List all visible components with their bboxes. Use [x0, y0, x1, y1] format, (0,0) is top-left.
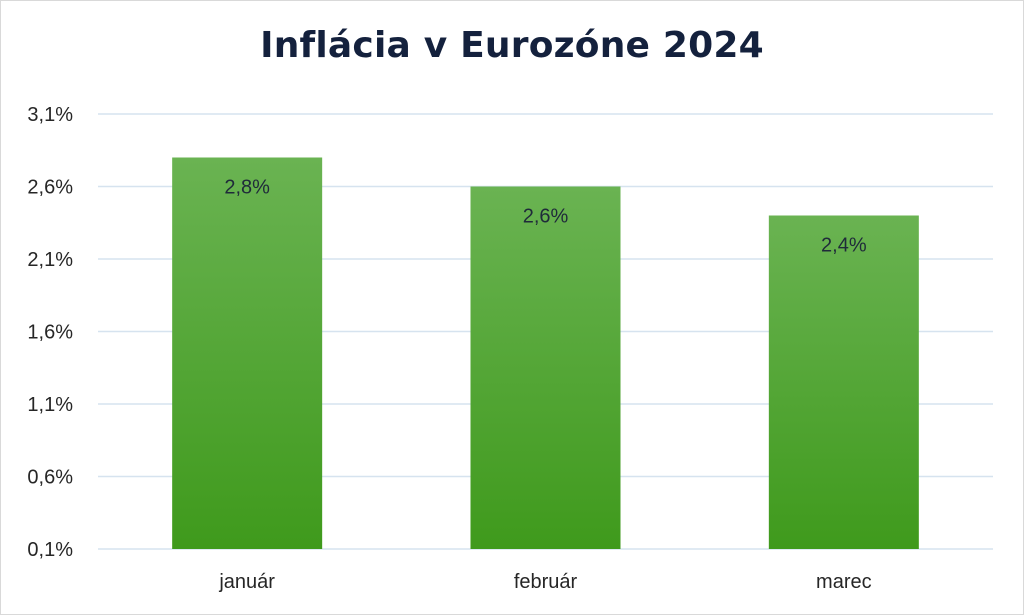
y-tick-label: 3,1% [27, 104, 73, 126]
chart-title: Inflácia v Eurozóne 2024 [260, 25, 764, 66]
x-axis-ticks: január február marec [218, 571, 871, 593]
y-axis-ticks: 0,1% 0,6% 1,1% 1,6% 2,1% 2,6% 3,1% [27, 104, 73, 561]
y-tick-label: 0,6% [27, 467, 73, 489]
data-label: 2,4% [821, 235, 867, 257]
bars: 2,8% 2,6% 2,4% [172, 157, 919, 549]
x-tick-label: február [514, 571, 578, 593]
y-tick-label: 0,1% [27, 539, 73, 561]
bar-marec [768, 215, 919, 549]
x-tick-label: január [218, 571, 275, 593]
y-tick-label: 2,1% [27, 249, 73, 271]
data-label: 2,8% [224, 177, 270, 199]
y-tick-label: 2,6% [27, 177, 73, 199]
data-label: 2,6% [523, 206, 569, 228]
bar-február [470, 186, 621, 549]
x-tick-label: marec [816, 571, 872, 593]
y-tick-label: 1,1% [27, 394, 73, 416]
bar-január [172, 157, 323, 549]
y-tick-label: 1,6% [27, 322, 73, 344]
